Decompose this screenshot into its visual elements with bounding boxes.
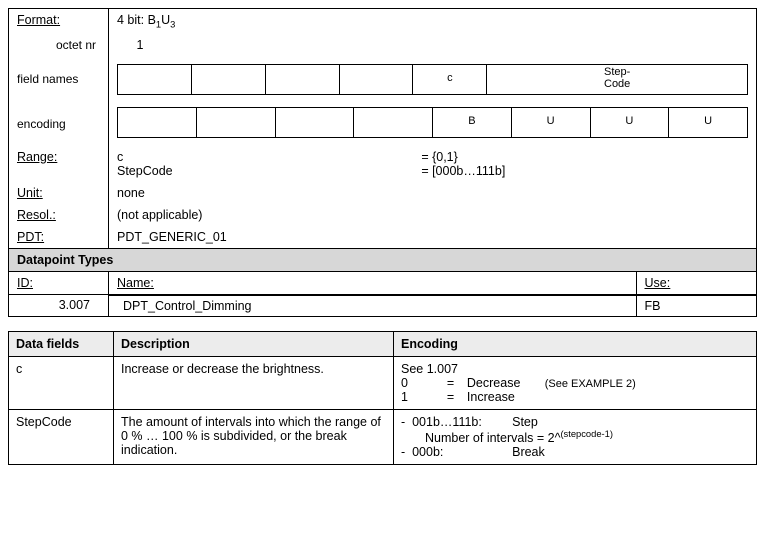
dpt-col-name: Name:: [109, 272, 636, 294]
range-val: = {0,1}: [421, 150, 748, 164]
bit-cell: [275, 107, 354, 137]
datafields-table: Data fields Description Encoding c Incre…: [8, 331, 757, 465]
resol-label: Resol.:: [17, 208, 56, 222]
t2-r1-desc: Increase or decrease the brightness.: [114, 356, 394, 409]
pdt-value: PDT_GENERIC_01: [109, 226, 757, 249]
encoding-bits: B U U U: [117, 107, 748, 138]
unit-value: none: [109, 182, 757, 204]
bit-cell: [354, 107, 433, 137]
range-name: c: [117, 150, 415, 164]
bit-cell: B: [433, 107, 512, 137]
dpt-row-use: FB: [636, 295, 756, 316]
encoding-label: encoding: [17, 117, 66, 131]
t2-r1-enc: See 1.007 0 = Decrease (See EXAMPLE 2) 1…: [394, 356, 757, 409]
fieldnames-bits: c Step-Code: [117, 64, 748, 95]
format-label: Format:: [17, 13, 60, 27]
t2-r2-field: StepCode: [9, 409, 114, 464]
dpt-row-name: DPT_Control_Dimming: [109, 295, 636, 316]
t2-r2-enc: - 001b…111b:Step Number of intervals = 2…: [394, 409, 757, 464]
bit-cell: [196, 107, 275, 137]
bit-cell: c: [413, 64, 487, 94]
range-grid: c = {0,1} StepCode = [000b…111b]: [117, 150, 748, 178]
format-value: 4 bit: B1U3: [109, 9, 757, 34]
bit-cell: [118, 64, 192, 94]
bit-cell: Step-Code: [487, 64, 748, 94]
dpt-col-use: Use:: [636, 272, 756, 294]
bit-cell: U: [590, 107, 669, 137]
resol-value: (not applicable): [109, 204, 757, 226]
dpt-row-id: 3.007: [9, 294, 109, 316]
range-val: = [000b…111b]: [421, 164, 748, 178]
pdt-label: PDT:: [17, 230, 44, 244]
t2-h2: Description: [114, 331, 394, 356]
bit-cell: U: [669, 107, 748, 137]
fieldnames-label: field names: [17, 72, 78, 86]
bit-cell: [265, 64, 339, 94]
t2-h3: Encoding: [394, 331, 757, 356]
octet-label: octet nr: [56, 38, 96, 52]
unit-label: Unit:: [17, 186, 43, 200]
format-table: Format: 4 bit: B1U3 octet nr 1 field nam…: [8, 8, 757, 317]
dpt-col-id: ID:: [9, 271, 109, 294]
range-name: StepCode: [117, 164, 415, 178]
bit-cell: [339, 64, 413, 94]
t2-r2-desc: The amount of intervals into which the r…: [114, 409, 394, 464]
range-label: Range:: [17, 150, 57, 164]
t2-h1: Data fields: [9, 331, 114, 356]
bit-cell: [191, 64, 265, 94]
t2-r1-field: c: [9, 356, 114, 409]
bit-cell: U: [511, 107, 590, 137]
octet-value: 1: [117, 38, 163, 52]
bit-cell: [118, 107, 197, 137]
dpt-heading: Datapoint Types: [9, 248, 757, 271]
